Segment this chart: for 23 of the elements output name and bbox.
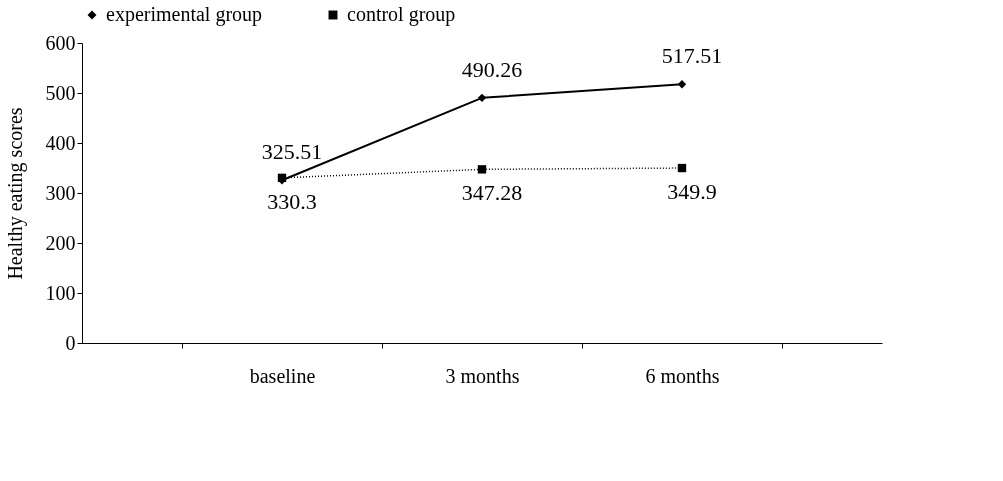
data-label: 349.9 xyxy=(667,179,717,205)
y-tick-label: 300 xyxy=(45,181,76,204)
point xyxy=(477,165,487,174)
point xyxy=(677,163,687,173)
y-tick-label: 400 xyxy=(45,131,76,154)
x-tick-label: 3 months xyxy=(445,364,520,387)
legend-label: experimental group xyxy=(106,3,263,26)
x-tick-label: baseline xyxy=(249,364,316,387)
legend-label: control group xyxy=(347,3,456,26)
y-axis-title: Healthy eating scores xyxy=(3,107,27,280)
data-label: 325.51 xyxy=(261,139,323,165)
point xyxy=(677,80,687,89)
y-tick-label: 200 xyxy=(45,231,76,254)
data-label: 517.51 xyxy=(661,43,723,69)
y-tick-label: 0 xyxy=(65,331,76,354)
y-tick-label: 100 xyxy=(45,281,76,304)
data-label: 330.3 xyxy=(267,188,317,214)
y-tick-label: 600 xyxy=(45,31,76,54)
data-label: 347.28 xyxy=(461,180,523,206)
data-label: 490.26 xyxy=(461,56,523,82)
point xyxy=(477,93,487,103)
x-tick-label: 6 months xyxy=(645,364,720,387)
y-tick-label: 500 xyxy=(45,81,76,104)
